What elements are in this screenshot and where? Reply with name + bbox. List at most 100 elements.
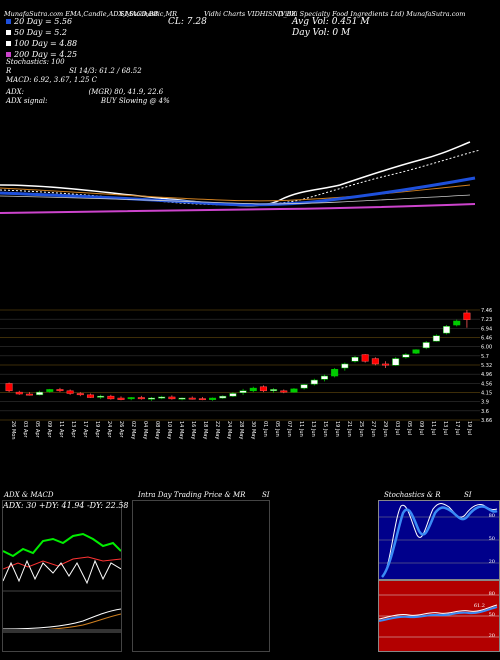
- date-axis-label: 19 Apr: [94, 421, 100, 439]
- candle-body: [188, 397, 196, 400]
- legend-label: 20 Day = 5.56: [14, 17, 73, 26]
- candle-body: [310, 379, 318, 385]
- candle-body: [300, 384, 308, 389]
- legend-swatch: [6, 19, 11, 24]
- candle-body: [453, 320, 461, 326]
- date-axis-label: 05 Apr: [34, 421, 40, 439]
- si-panel: 80 50 20 61.2: [378, 580, 500, 652]
- candle-body: [56, 389, 64, 392]
- si-tick-50: 50: [488, 612, 495, 618]
- candle-body: [443, 326, 451, 334]
- legend-swatch: [6, 52, 11, 57]
- candle-body: [392, 358, 400, 366]
- adx-readout: ADX: (MGR) 80, 41.9, 22.6: [6, 88, 164, 96]
- candle-body: [209, 397, 217, 400]
- date-axis-label: 17 Apr: [82, 421, 88, 439]
- macd-histogram: [3, 629, 121, 633]
- legend-item-50: 50 Day = 5.2: [6, 28, 77, 37]
- candle-body: [86, 394, 94, 398]
- candle-body: [280, 390, 288, 393]
- candle-body: [239, 390, 247, 393]
- stoch-tick-80: 80: [488, 513, 495, 519]
- date-axis-label: 25 Jun: [358, 421, 364, 437]
- candle-body: [107, 395, 115, 400]
- legend-swatch: [6, 41, 11, 46]
- date-axis-label: 11 Jun: [298, 421, 304, 437]
- price-axis-label: 4.96: [481, 372, 492, 378]
- app-title-mid: SI,Stochastic,MR: [120, 10, 178, 18]
- date-axis-label: 29 Jun: [382, 421, 388, 437]
- candle-body: [97, 395, 105, 398]
- date-axis-label: 13 Apr: [70, 421, 76, 439]
- date-axis-label: 05 Jul: [406, 421, 412, 435]
- si-white-line: [379, 604, 498, 620]
- price-axis-label: 3.66: [481, 418, 492, 424]
- ema-line-white-fast: [0, 141, 471, 207]
- candle-body: [158, 396, 166, 399]
- app-title-far: (Vidhi Specialty Food Ingredients Ltd) M…: [278, 10, 466, 18]
- candle-body: [5, 383, 13, 392]
- candle-body: [66, 390, 74, 394]
- candle-body: [412, 349, 420, 354]
- candle-body: [270, 389, 278, 392]
- date-axis-label: 11 Jul: [430, 421, 436, 435]
- candle-body: [148, 397, 156, 400]
- date-axis-label: 26 Apr: [118, 421, 124, 439]
- date-axis-label: 14 May: [178, 421, 184, 439]
- si-value: 61.2: [473, 603, 485, 609]
- date-axis-label: 30 May: [250, 421, 256, 439]
- price-axis-labels: 7.46 7.23 6.94 6.46 6.00 5.7 5.32 4.96 4.56 4.15 3…: [481, 308, 492, 424]
- stoch-panel-title: Stochastics & R: [384, 491, 441, 499]
- stoch-tick-20: 20: [488, 559, 495, 565]
- price-axis-label: 3.6: [481, 409, 489, 415]
- candle-body: [361, 354, 369, 362]
- adx-macd-panel: ADX: 30 +DY: 41.94 -DY: 22.58: [2, 500, 129, 652]
- candle-body: [76, 393, 84, 396]
- si-tick-20: 20: [488, 633, 495, 639]
- candle-body: [432, 335, 440, 342]
- date-axis-label: 02 May: [130, 421, 136, 439]
- avg-volume: Avg Vol: 0.451 M: [292, 17, 370, 27]
- legend-swatch: [6, 30, 11, 35]
- date-axis-label: 07 Jun: [286, 421, 292, 437]
- date-axis-label: 09 Apr: [46, 421, 52, 439]
- candle-body: [198, 398, 206, 401]
- candle-body: [46, 389, 54, 392]
- candle-body: [249, 387, 257, 392]
- price-axis-label: 4.56: [481, 381, 492, 387]
- candle-body: [382, 363, 390, 366]
- ema-legend: 20 Day = 5.56 50 Day = 5.2 100 Day = 4.8…: [6, 17, 77, 59]
- price-axis-label: 6.00: [481, 345, 492, 351]
- price-axis-label: 5.32: [481, 363, 492, 369]
- candle-body: [15, 391, 23, 395]
- date-axis-label: 19 Jul: [466, 421, 472, 435]
- ema-line-orange: [0, 184, 471, 202]
- candle-body: [25, 393, 33, 396]
- candle-body: [371, 358, 379, 365]
- stoch-k-line: [383, 503, 498, 576]
- candle-body: [351, 356, 359, 362]
- stoch-plot: [379, 503, 499, 578]
- price-axis-label: 6.46: [481, 336, 492, 342]
- adx-green-line: [3, 532, 121, 558]
- date-axis-label: 22 May: [214, 421, 220, 439]
- candle-body: [178, 397, 186, 400]
- legend-item-100: 100 Day = 4.88: [6, 39, 77, 48]
- date-axis-label: 27 Jun: [370, 421, 376, 437]
- legend-item-20: 20 Day = 5.56: [6, 17, 77, 26]
- si-blue-line: [379, 606, 498, 622]
- candle-body: [341, 363, 349, 369]
- date-axis-label: 19 Jun: [334, 421, 340, 437]
- si-tick-80: 80: [488, 591, 495, 597]
- stoch-d-line: [380, 505, 498, 578]
- candle-body: [229, 393, 237, 397]
- close-price: CL: 7.28: [168, 17, 207, 27]
- candle-body: [36, 391, 44, 396]
- adx-red-line: [3, 556, 121, 570]
- date-axis-label: 16 May: [190, 421, 196, 439]
- legend-label: 50 Day = 5.2: [14, 28, 67, 37]
- intraday-panel: [132, 500, 270, 652]
- ema-line-white-thin: [0, 194, 471, 205]
- price-axis-label: 5.7: [481, 354, 489, 360]
